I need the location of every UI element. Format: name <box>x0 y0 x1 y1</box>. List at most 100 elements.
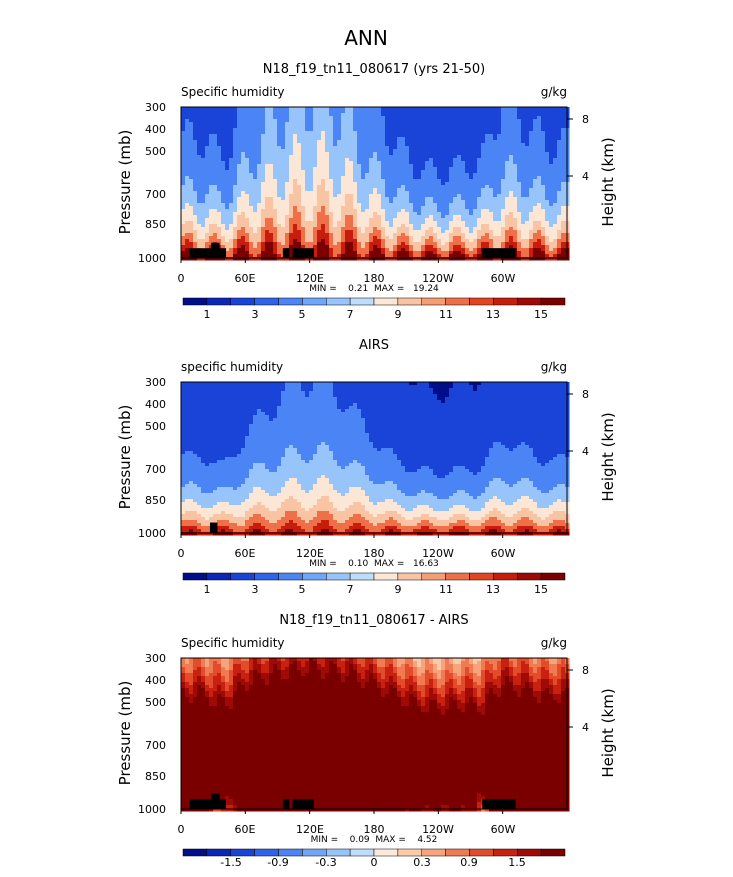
heatmap-cell <box>357 194 362 198</box>
heatmap-cell <box>389 167 394 171</box>
heatmap-cell <box>297 203 302 207</box>
heatmap-cell <box>273 194 278 198</box>
heatmap-cell <box>361 119 366 123</box>
heatmap-cell <box>517 194 522 198</box>
heatmap-cell <box>417 140 422 144</box>
heatmap-cell <box>549 107 554 111</box>
heatmap-cell <box>481 125 486 129</box>
heatmap-cell <box>409 149 414 153</box>
heatmap-cell <box>449 107 454 111</box>
heatmap-cell <box>241 254 246 258</box>
heatmap-cell <box>365 140 370 144</box>
heatmap-cell <box>189 113 194 117</box>
heatmap-cell <box>329 206 334 210</box>
heatmap-cell <box>233 158 238 162</box>
heatmap-cell <box>349 176 354 180</box>
heatmap-cell <box>513 113 518 117</box>
heatmap-cell <box>225 236 230 240</box>
heatmap-cell <box>397 161 402 165</box>
heatmap-cell <box>273 119 278 123</box>
heatmap-cell <box>245 212 250 216</box>
heatmap-cell <box>369 254 374 258</box>
heatmap-cell <box>197 182 202 186</box>
heatmap-cell <box>405 257 410 261</box>
heatmap-cell <box>253 125 258 129</box>
heatmap-cell <box>205 125 210 129</box>
heatmap-cell <box>333 131 338 135</box>
heatmap-cell <box>217 215 222 219</box>
heatmap-cell <box>273 185 278 189</box>
heatmap-cell <box>529 131 534 135</box>
heatmap-cell <box>381 206 386 210</box>
heatmap-cell <box>477 176 482 180</box>
heatmap-cell <box>225 122 230 126</box>
heatmap-cell <box>285 224 290 228</box>
heatmap-cell <box>261 149 266 153</box>
heatmap-cell <box>525 209 530 213</box>
heatmap-cell <box>505 143 510 147</box>
heatmap-cell <box>217 134 222 138</box>
heatmap-cell <box>481 146 486 150</box>
heatmap-cell <box>229 164 234 168</box>
heatmap-cell <box>449 230 454 234</box>
heatmap-cell <box>401 137 406 141</box>
heatmap-cell <box>345 122 350 126</box>
heatmap-cell <box>233 191 238 195</box>
heatmap-cell <box>425 134 430 138</box>
heatmap-cell <box>385 224 390 228</box>
heatmap-cell <box>405 233 410 237</box>
heatmap-cell <box>185 122 190 126</box>
heatmap-cell <box>517 164 522 168</box>
heatmap-cell <box>473 254 478 258</box>
heatmap-cell <box>185 128 190 132</box>
heatmap-cell <box>493 170 498 174</box>
heatmap-cell <box>201 161 206 165</box>
heatmap-cell <box>457 248 462 252</box>
x-tick-label: 120E <box>296 272 324 285</box>
heatmap-cell <box>281 128 286 132</box>
heatmap-cell <box>193 116 198 120</box>
heatmap-cell <box>189 242 194 246</box>
heatmap-cell <box>209 200 214 204</box>
heatmap-cell <box>229 176 234 180</box>
heatmap-cell <box>321 107 326 111</box>
heatmap-cell <box>537 224 542 228</box>
heatmap-cell <box>277 110 282 114</box>
heatmap-cell <box>557 176 562 180</box>
heatmap-cell <box>473 179 478 183</box>
heatmap-cell <box>497 188 502 192</box>
heatmap-cell <box>237 146 242 150</box>
heatmap-cell <box>329 176 334 180</box>
heatmap-cell <box>425 203 430 207</box>
heatmap-cell <box>265 167 270 171</box>
heatmap-cell <box>453 161 458 165</box>
heatmap-cell <box>461 113 466 117</box>
heatmap-cell <box>433 119 438 123</box>
heatmap-cell <box>481 143 486 147</box>
heatmap-cell <box>493 173 498 177</box>
heatmap-cell <box>517 149 522 153</box>
heatmap-cell <box>225 221 230 225</box>
heatmap-cell <box>361 110 366 114</box>
heatmap-cell <box>205 182 210 186</box>
heatmap-cell <box>281 119 286 123</box>
heatmap-cell <box>193 218 198 222</box>
heatmap-cell <box>293 170 298 174</box>
heatmap-cell <box>317 194 322 198</box>
heatmap-cell <box>497 119 502 123</box>
heatmap-cell <box>337 209 342 213</box>
heatmap-cell <box>541 224 546 228</box>
heatmap-cell <box>401 212 406 216</box>
heatmap-cell <box>385 200 390 204</box>
heatmap-cell <box>453 173 458 177</box>
heatmap-cell <box>225 230 230 234</box>
heatmap-cell <box>561 170 566 174</box>
heatmap-cell <box>197 143 202 147</box>
heatmap-cell <box>337 161 342 165</box>
heatmap-cell <box>237 119 242 123</box>
heatmap-cell <box>329 173 334 177</box>
heatmap-cell <box>425 188 430 192</box>
heatmap-cell <box>449 185 454 189</box>
heatmap-cell <box>353 179 358 183</box>
heatmap-cell <box>281 131 286 135</box>
